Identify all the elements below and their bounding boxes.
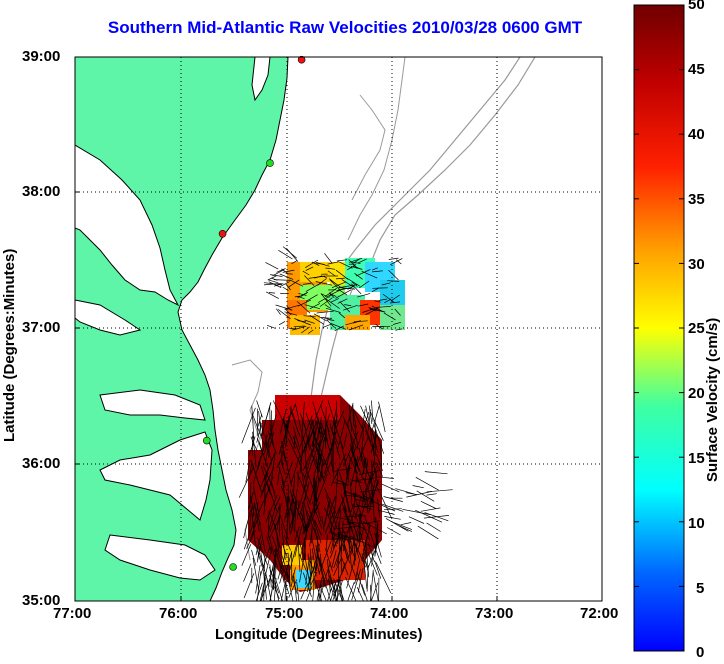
colorbar-title: Surface Velocity (cm/s) [704,318,721,482]
colorbar [634,5,684,651]
y-tick-label: 36:00 [22,455,60,472]
y-tick-label: 38:00 [22,183,60,200]
colorbar-tick-label: 50 [688,0,705,13]
colorbar-tick-label: 0 [696,644,704,661]
x-tick-label: 76:00 [159,605,197,622]
x-tick-label: 72:00 [580,605,618,622]
colorbar-tick-label: 15 [688,450,705,467]
station-marker [230,564,237,571]
station-marker [219,230,226,237]
colorbar-tick-label: 20 [688,385,705,402]
colorbar-tick-label: 45 [688,61,705,78]
station-marker [266,160,273,167]
colorbar-tick-label: 35 [688,191,705,208]
velocity-vector [372,288,388,289]
colorbar-tick-label: 5 [696,580,704,597]
colorbar-tick-label: 10 [688,515,705,532]
x-tick-label: 73:00 [475,605,513,622]
y-tick-label: 39:00 [22,48,60,65]
x-tick-label: 74:00 [370,605,408,622]
colorbar-tick-label: 30 [688,256,705,273]
map-title: Southern Mid-Atlantic Raw Velocities 201… [0,18,690,38]
y-tick-label: 35:00 [22,592,60,609]
velocity-patch-north [287,258,405,335]
x-tick-label: 75:00 [265,605,303,622]
colorbar-tick-label: 25 [688,320,705,337]
station-marker [203,437,210,444]
y-tick-label: 37:00 [22,319,60,336]
y-axis-label: Latitude (Degrees:Minutes) [1,249,18,442]
x-axis-label: Longitude (Degrees:Minutes) [215,626,423,643]
colorbar-tick-label: 40 [688,126,705,143]
